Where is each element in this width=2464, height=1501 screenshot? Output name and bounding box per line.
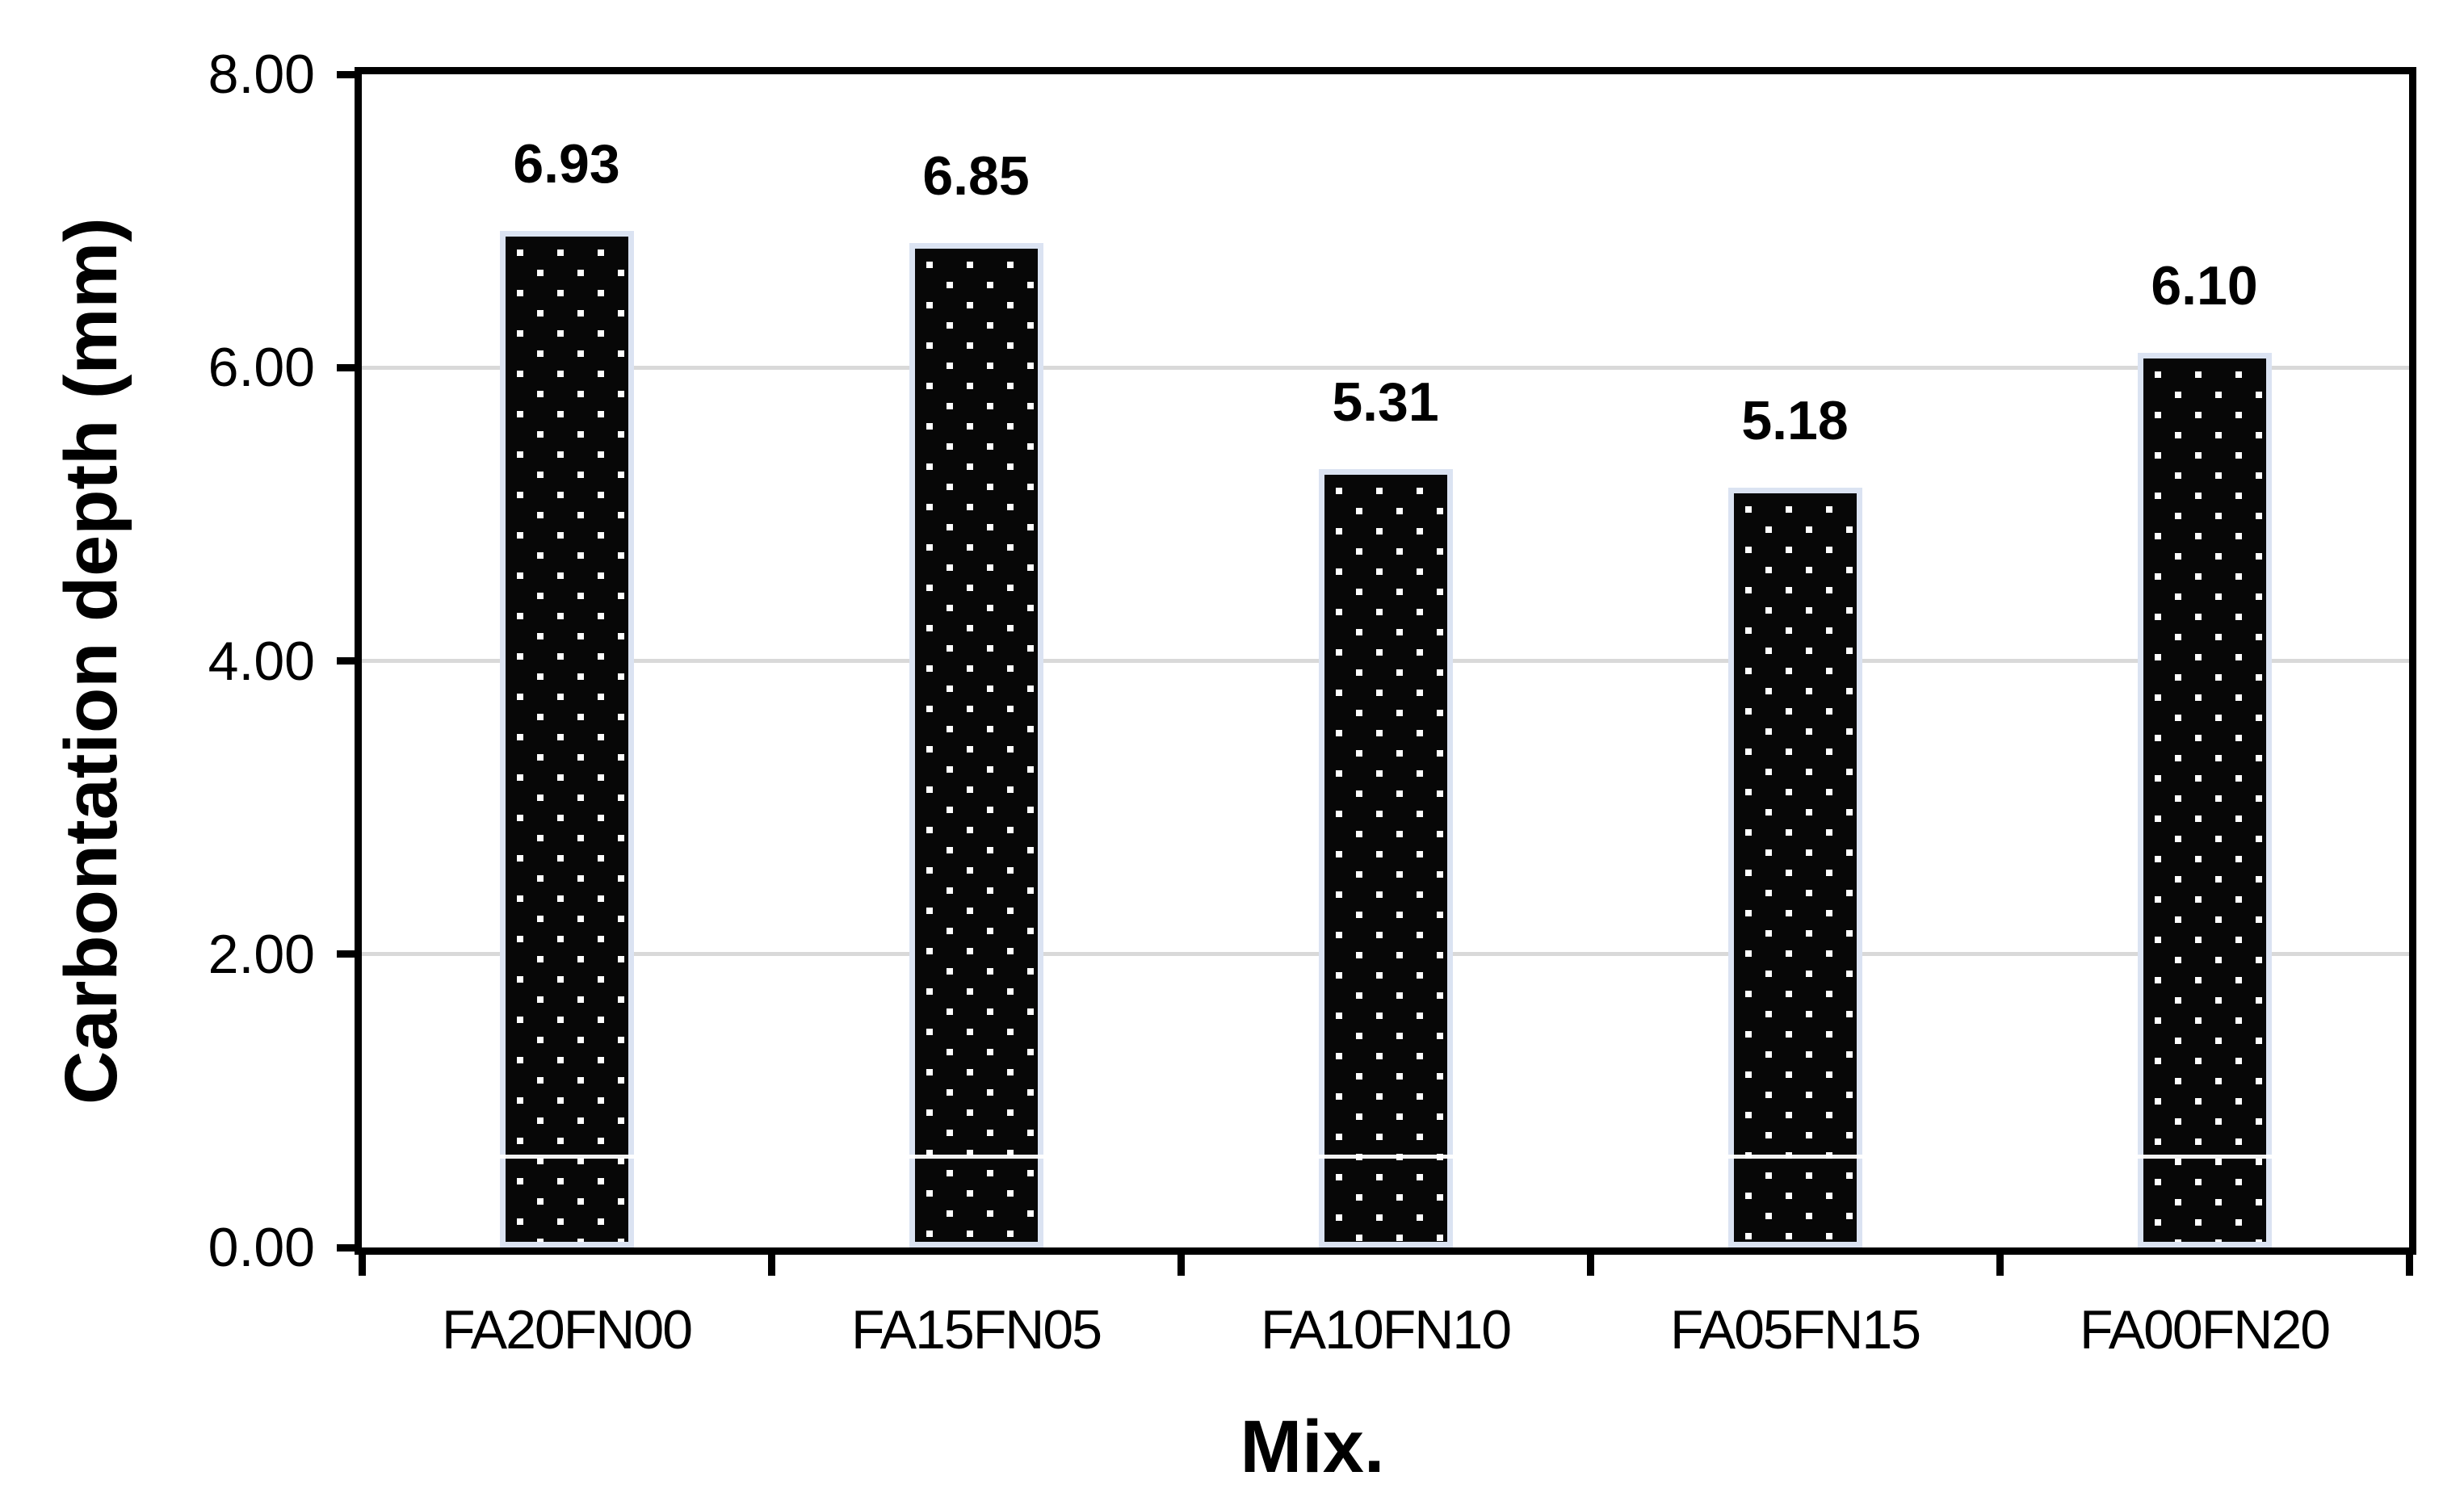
- y-axis-tick: [337, 950, 355, 958]
- y-axis-tick-label: 0.00: [208, 1217, 315, 1278]
- plot-area: 6.93 6.85 5.31 5.18 6.10: [337, 67, 2416, 1276]
- bar-value-label: 6.85: [922, 145, 1030, 207]
- bar: [1727, 488, 1862, 1247]
- gridline: [362, 365, 2409, 370]
- bar-value-label: 6.93: [513, 133, 620, 195]
- bar-value-label: 5.18: [1741, 390, 1849, 452]
- x-axis-tick: [1586, 1255, 1594, 1276]
- x-axis-tick: [1177, 1255, 1185, 1276]
- x-axis-tick: [358, 1255, 366, 1276]
- y-axis-tick: [337, 1243, 355, 1252]
- bar: [909, 242, 1043, 1247]
- bar-seam-line: [362, 1155, 2409, 1159]
- x-category-label: FA05FN15: [1669, 1299, 1921, 1361]
- x-category-label: FA20FN00: [441, 1299, 693, 1361]
- y-axis-tick: [337, 657, 355, 665]
- bar: [2137, 353, 2272, 1247]
- bar-value-label: 6.10: [2151, 255, 2258, 317]
- y-axis-tick-label: 8.00: [208, 44, 315, 105]
- x-axis-tick: [767, 1255, 775, 1276]
- bar: [499, 231, 634, 1247]
- x-category-label: FA00FN20: [2079, 1299, 2331, 1361]
- x-axis-tick: [2405, 1255, 2413, 1276]
- y-axis-tick-label: 2.00: [208, 923, 315, 985]
- bar: [1318, 468, 1453, 1247]
- y-axis-tick: [337, 363, 355, 371]
- x-category-label: FA10FN10: [1260, 1299, 1512, 1361]
- x-category-label: FA15FN05: [850, 1299, 1102, 1361]
- y-axis-tick-label: 6.00: [208, 337, 315, 399]
- y-axis-tick-label: 4.00: [208, 630, 315, 692]
- x-axis-title: Mix.: [1240, 1406, 1385, 1488]
- y-axis-tick: [337, 70, 355, 78]
- x-axis-tick: [1996, 1255, 2004, 1276]
- bar-value-label: 5.31: [1332, 371, 1439, 433]
